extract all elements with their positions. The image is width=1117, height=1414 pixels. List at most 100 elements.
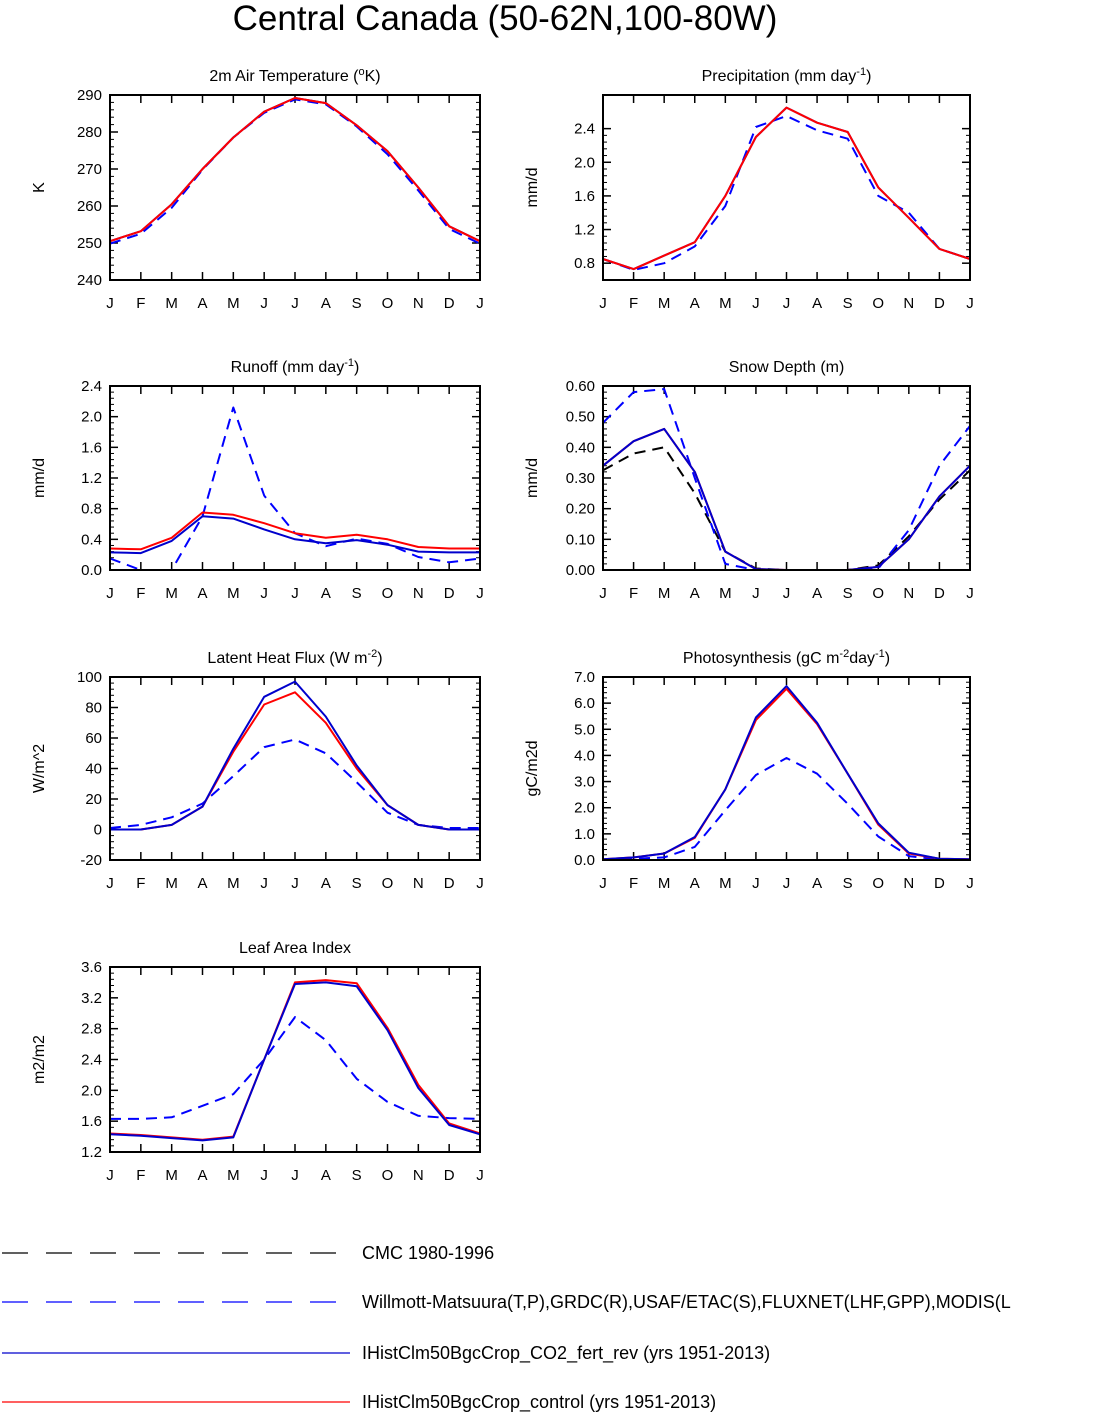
y-tick-label: 2.0 [81,409,102,426]
x-tick-label: J [476,875,484,892]
x-tick-label: J [106,295,114,312]
x-tick-label: J [966,295,974,312]
x-tick-label: N [903,585,914,602]
y-tick-label: 80 [85,700,102,717]
chart-panel-5: Latent Heat Flux (W m-2) W/m^2 -20 0 20 40 60 8… [31,648,484,892]
x-tick-label: J [752,875,760,892]
series-line-control [109,979,481,1141]
x-tick-label: A [197,585,207,602]
series-line-fert [109,981,481,1142]
y-tick-label: 2.0 [574,800,595,817]
x-tick-label: A [321,585,331,602]
y-tick-label: 0 [94,822,102,839]
y-tick-label: 0.8 [81,501,102,518]
plot-frame [602,385,971,571]
page-title: Central Canada (50-62N,100-80W) [232,0,778,38]
y-tick-label: 0.4 [81,531,102,548]
y-tick-label: 2.8 [81,1021,102,1038]
x-tick-label: A [812,295,822,312]
series-line-obs [602,757,970,861]
x-tick-label: J [783,875,791,892]
series-line-obs [602,115,971,271]
x-tick-label: J [966,875,974,892]
plot-frame [602,94,971,281]
x-tick-label: J [599,295,607,312]
y-tick-label: 1.6 [81,1113,102,1130]
x-tick-label: J [291,1167,299,1184]
series-line-fert [109,515,480,555]
y-tick-label: 290 [77,87,102,104]
y-tick-label: 0.8 [574,255,595,272]
x-tick-label: J [752,295,760,312]
y-tick-label: 280 [77,124,102,141]
y-tick-label: 1.2 [574,222,595,239]
series-line-control [602,106,971,271]
y-tick-label: 5.0 [574,721,595,738]
x-tick-label: D [444,875,455,892]
series-line-obs [109,98,481,245]
plot-frame [109,676,481,861]
y-axis-label: mm/d [524,168,541,208]
y-tick-label: 3.0 [574,774,595,791]
series-line-obs [109,738,480,829]
chart-title: Runoff (mm day-1) [231,357,360,376]
x-tick-label: J [599,585,607,602]
y-axis-label: gC/m2d [524,740,541,796]
y-tick-label: 0.20 [566,501,595,518]
x-tick-label: O [382,585,394,602]
x-tick-label: J [291,585,299,602]
x-tick-label: F [629,585,638,602]
x-tick-label: M [719,295,732,312]
x-tick-label: S [352,585,362,602]
x-tick-label: A [812,585,822,602]
x-tick-label: O [872,875,884,892]
plot-frame [109,94,481,281]
legend-label-1: CMC 1980-1996 [362,1243,494,1263]
x-tick-label: J [476,1167,484,1184]
x-tick-label: M [165,1167,178,1184]
x-tick-label: M [227,875,240,892]
y-tick-label: 2.0 [81,1082,102,1099]
chart-panel-6: Photosynthesis (gC m-2day-1) gC/m2d 0.0 1.0… [524,648,974,892]
x-tick-label: A [197,875,207,892]
x-tick-label: O [382,875,394,892]
x-tick-label: J [106,585,114,602]
series-line-cmc [602,446,971,571]
series-line-fert [602,427,971,571]
legend-label-4: IHistClm50BgcCrop_control (yrs 1951-2013… [362,1392,716,1413]
chart-panel-7: Leaf Area Index m2/m2 1.2 1.6 2.0 2.4 2.8 3.2 3.… [31,940,484,1184]
chart-panel-1: 2m Air Temperature (oK) K 240 250 260 270 280 2… [31,66,484,312]
x-tick-label: J [260,875,268,892]
x-tick-label: J [783,585,791,602]
y-tick-label: 2.4 [81,1052,102,1069]
x-tick-label: O [872,585,884,602]
x-tick-label: M [719,875,732,892]
y-tick-label: 7.0 [574,669,595,686]
x-tick-label: S [843,875,853,892]
x-tick-label: O [382,1167,394,1184]
series-line-control [602,687,971,861]
series-line-control [602,427,971,571]
y-tick-label: -20 [80,852,102,869]
y-tick-label: 0.0 [81,562,102,579]
y-tick-label: 260 [77,198,102,215]
x-tick-label: D [444,585,455,602]
plot-frame [109,385,481,571]
chart-panel-3: Runoff (mm day-1) mm/d 0.0 0.4 0.8 1.2 1.6 2.0 2… [31,357,484,602]
x-tick-label: S [843,295,853,312]
x-tick-label: A [321,1167,331,1184]
y-tick-label: 1.6 [574,188,595,205]
y-axis-label: mm/d [31,458,48,498]
y-axis-label: mm/d [524,458,541,498]
plot-frame [109,966,481,1153]
series-line-fert [109,97,481,243]
x-tick-label: M [165,295,178,312]
x-tick-label: A [812,875,822,892]
y-tick-label: 0.10 [566,531,595,548]
x-tick-label: M [227,585,240,602]
series-line-obs [109,406,481,571]
x-tick-label: O [382,295,394,312]
legend-label-2: Willmott-Matsuura(T,P),GRDC(R),USAF/ETAC… [362,1292,1011,1312]
x-tick-label: J [599,875,607,892]
